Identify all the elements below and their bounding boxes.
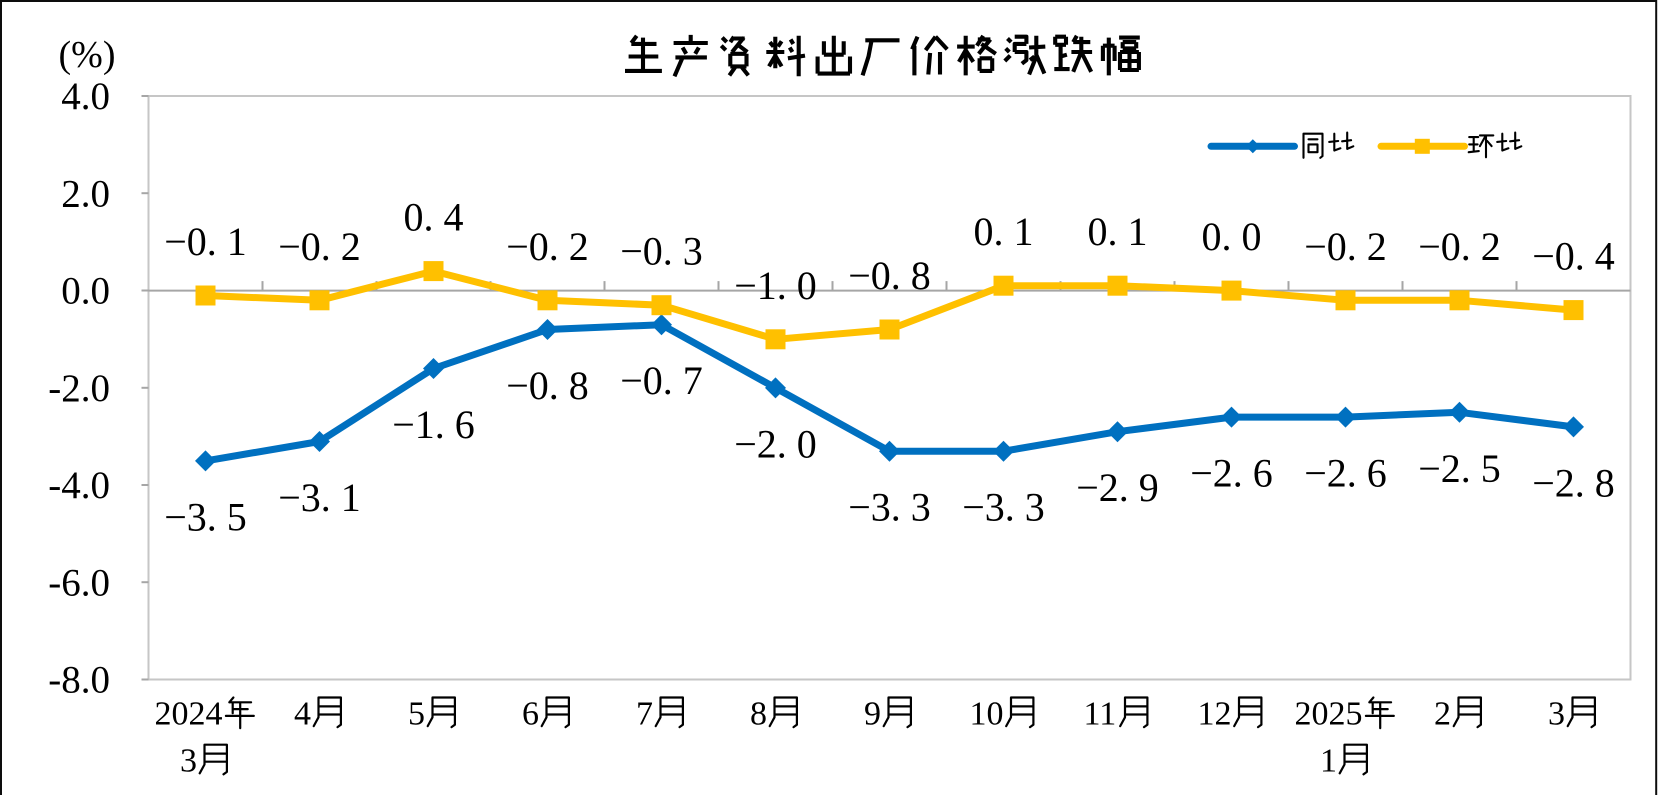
svg-text:5: 5 <box>408 696 425 733</box>
svg-text:3: 3 <box>1548 696 1565 733</box>
svg-text:−0. 2: −0. 2 <box>1418 224 1501 269</box>
svg-text:−3. 1: −3. 1 <box>278 475 361 520</box>
svg-text:4.0: 4.0 <box>61 75 110 118</box>
svg-text:-8.0: -8.0 <box>48 659 110 702</box>
svg-text:−0. 1: −0. 1 <box>164 219 247 264</box>
svg-text:2025: 2025 <box>1295 696 1363 733</box>
svg-text:3: 3 <box>180 743 197 780</box>
svg-text:−2. 6: −2. 6 <box>1190 451 1273 496</box>
svg-text:−2. 5: −2. 5 <box>1418 446 1501 491</box>
svg-text:−2. 8: −2. 8 <box>1532 460 1615 505</box>
svg-text:0.0: 0.0 <box>61 270 110 313</box>
svg-text:2.0: 2.0 <box>61 172 110 215</box>
svg-text:−1. 6: −1. 6 <box>392 402 475 447</box>
svg-text:−3. 3: −3. 3 <box>848 485 931 530</box>
svg-text:−0. 2: −0. 2 <box>278 224 361 269</box>
svg-text:−0. 2: −0. 2 <box>506 224 589 269</box>
svg-text:0. 4: 0. 4 <box>404 195 464 240</box>
svg-text:−2. 9: −2. 9 <box>1076 465 1159 510</box>
svg-text:(%): (%) <box>59 34 116 76</box>
svg-text:10: 10 <box>970 696 1004 733</box>
svg-text:−0. 8: −0. 8 <box>848 253 931 298</box>
svg-text:−2. 0: −2. 0 <box>734 421 817 466</box>
svg-text:-4.0: -4.0 <box>48 464 110 507</box>
svg-text:7: 7 <box>636 696 653 733</box>
svg-text:−1. 0: −1. 0 <box>734 263 817 308</box>
svg-text:−0. 2: −0. 2 <box>1304 224 1387 269</box>
svg-text:−0. 3: −0. 3 <box>620 229 703 274</box>
svg-text:−3. 3: −3. 3 <box>962 485 1045 530</box>
svg-text:9: 9 <box>864 696 881 733</box>
svg-text:−3. 5: −3. 5 <box>164 494 247 539</box>
svg-text:12: 12 <box>1198 696 1232 733</box>
svg-text:−0. 7: −0. 7 <box>620 358 703 403</box>
svg-text:2: 2 <box>1434 696 1451 733</box>
svg-text:−2. 6: −2. 6 <box>1304 451 1387 496</box>
svg-text:1: 1 <box>1320 743 1337 780</box>
svg-text:4: 4 <box>294 696 311 733</box>
svg-text:2024: 2024 <box>155 696 223 733</box>
svg-text:6: 6 <box>522 696 539 733</box>
svg-text:8: 8 <box>750 696 767 733</box>
svg-text:0. 1: 0. 1 <box>974 209 1034 254</box>
svg-text:-6.0: -6.0 <box>48 562 110 605</box>
svg-text:−0. 8: −0. 8 <box>506 363 589 408</box>
svg-text:0. 1: 0. 1 <box>1088 209 1148 254</box>
svg-text:11: 11 <box>1084 696 1117 733</box>
svg-text:0. 0: 0. 0 <box>1202 214 1262 259</box>
svg-text:−0. 4: −0. 4 <box>1532 234 1615 279</box>
svg-text:-2.0: -2.0 <box>48 367 110 410</box>
